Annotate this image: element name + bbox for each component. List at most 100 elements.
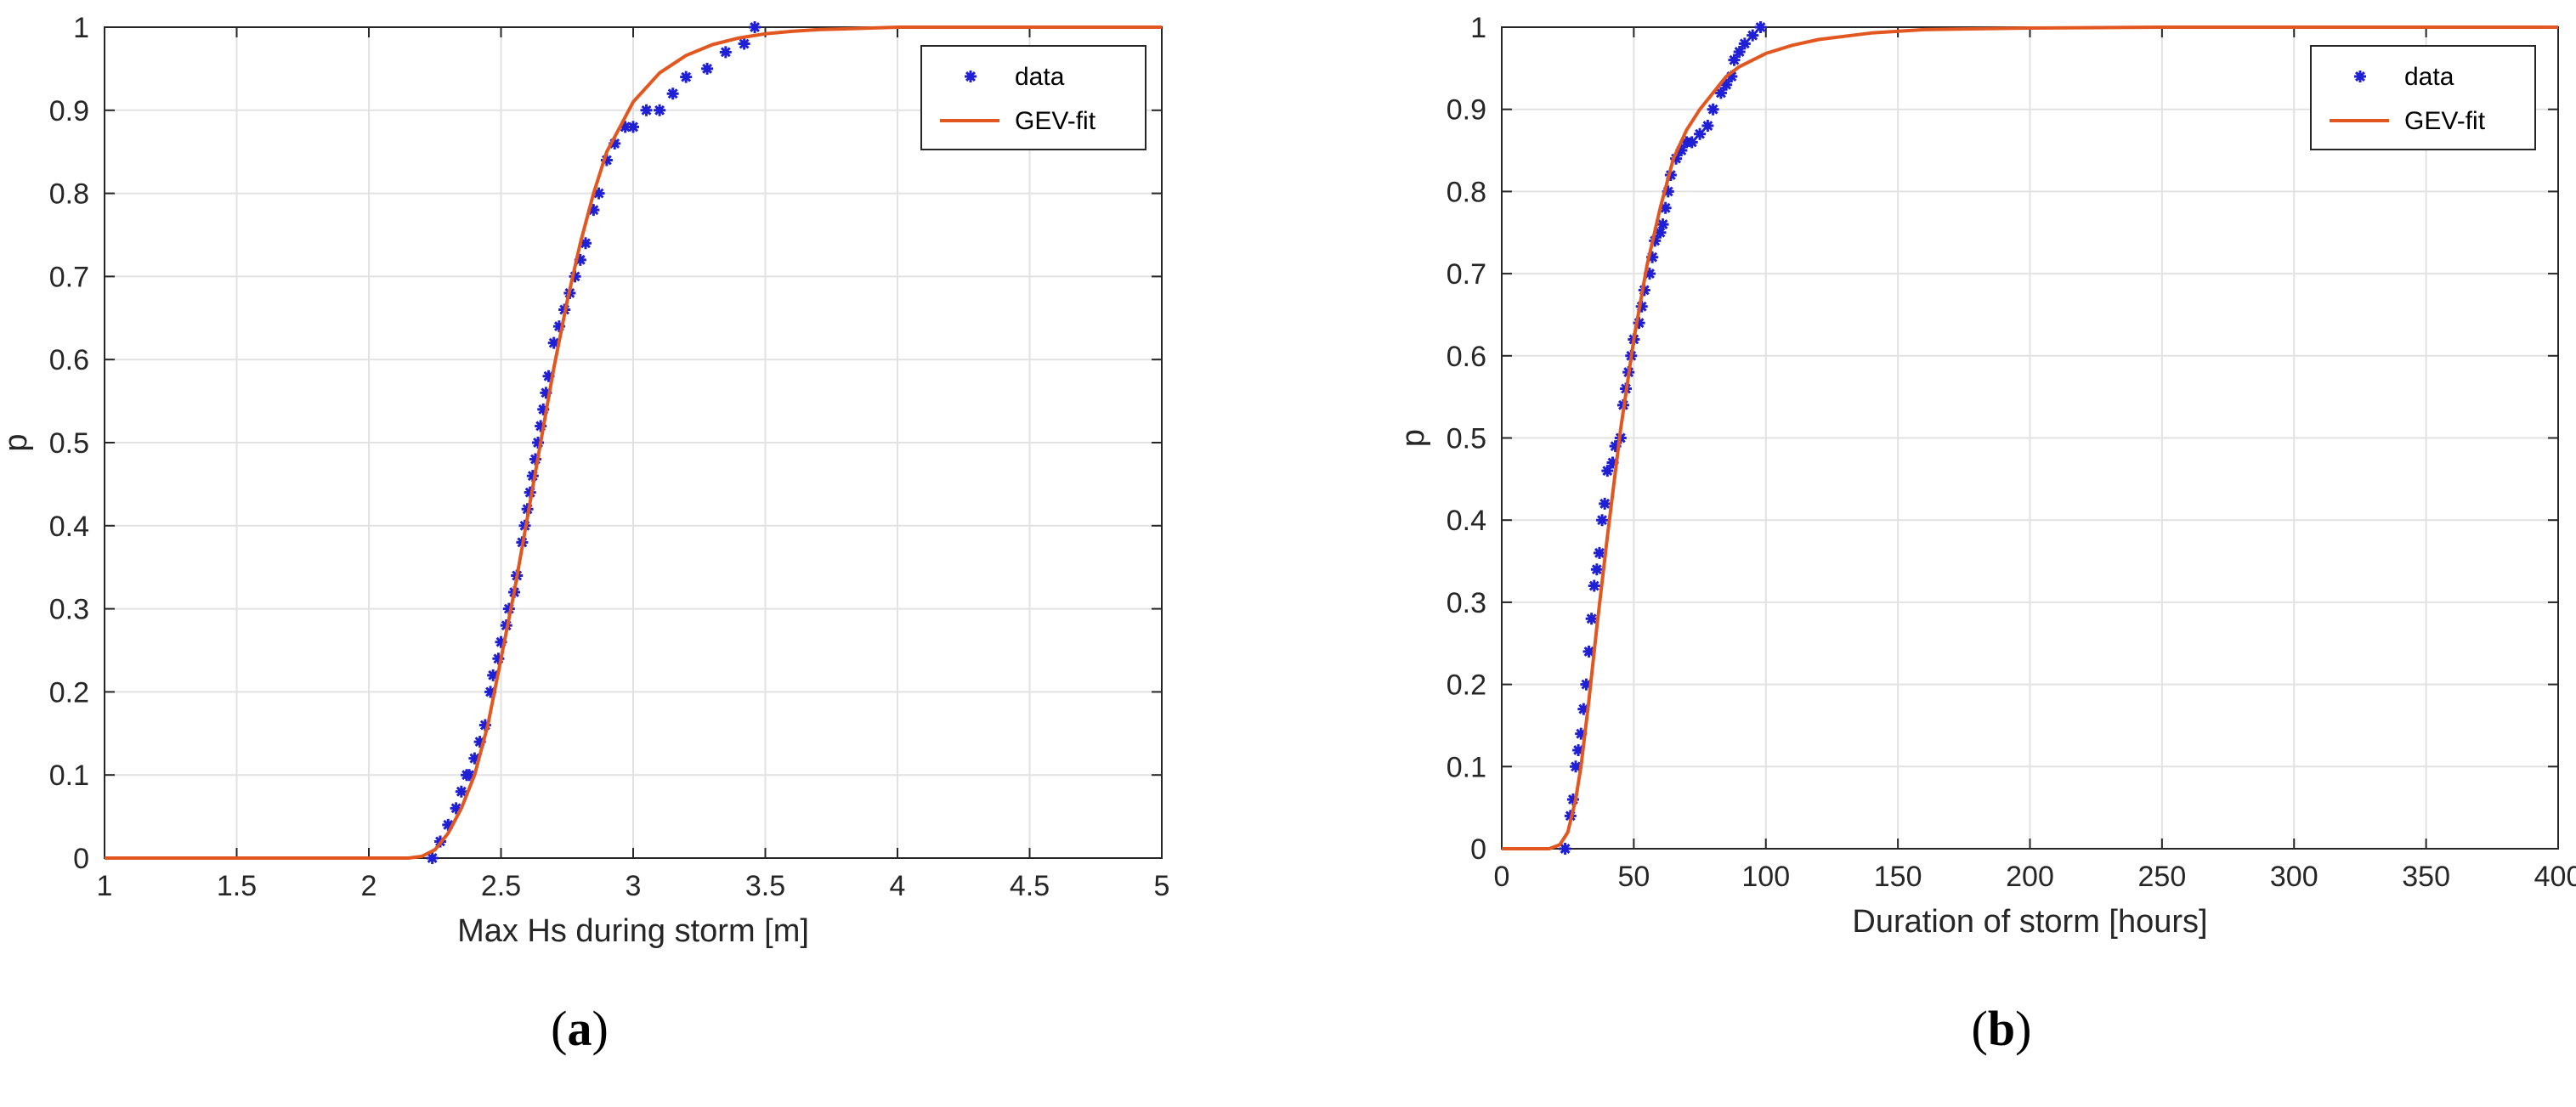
data-point: [529, 453, 541, 466]
legend-fit-label: GEV-fit: [1015, 107, 1096, 135]
data-point: [600, 154, 613, 167]
legend-box: [920, 45, 1146, 150]
x-tick-label: 350: [2402, 861, 2450, 893]
y-tick-label: 0.3: [1447, 587, 1486, 619]
data-point: [547, 336, 560, 349]
data-point: [478, 719, 491, 731]
data-point: [495, 635, 507, 648]
x-tick-label: 1.5: [217, 870, 257, 902]
data-point: [1601, 465, 1614, 477]
x-tick-label: 50: [1617, 861, 1650, 893]
data-point: [1720, 78, 1733, 91]
data-point: [738, 37, 750, 50]
data-point: [1654, 226, 1667, 239]
x-tick-label: 5: [1154, 870, 1170, 902]
legend-data-marker: [2354, 71, 2366, 82]
data-point: [1670, 152, 1683, 165]
data-point: [749, 21, 761, 33]
x-tick-label: 3: [626, 870, 642, 902]
legend-data-label: data: [2404, 63, 2454, 91]
chart-panel-b: 0 50 100 150 200 250 300 350 400 0 0.1 0.2 0.3 0.4 0.5…: [1396, 12, 2576, 1056]
y-tick-label: 0.7: [1447, 258, 1486, 291]
legend: data GEV-fit: [2310, 45, 2536, 150]
data-point: [1590, 563, 1603, 576]
data-point: [640, 104, 653, 116]
data-point: [1675, 144, 1688, 157]
x-tick-label: 300: [2270, 861, 2318, 893]
y-tick-label: 1: [1470, 12, 1486, 44]
data-point: [1593, 546, 1605, 559]
y-tick-label: 0.8: [49, 178, 89, 211]
data-point: [1599, 497, 1611, 510]
y-tick-label: 0.1: [49, 760, 89, 792]
data-point: [1733, 46, 1746, 59]
data-point: [1701, 120, 1714, 133]
data-point: [1575, 727, 1588, 740]
data-point: [627, 121, 639, 133]
data-point: [1728, 54, 1741, 66]
data-point: [532, 437, 545, 449]
y-tick-label: 0.9: [1447, 94, 1486, 127]
data-point: [535, 420, 547, 432]
y-axis-label: p: [1396, 429, 1431, 447]
x-tick-label: 0: [1494, 861, 1510, 893]
data-point: [473, 736, 486, 748]
data-point: [1577, 703, 1590, 715]
data-point: [484, 686, 497, 698]
x-tick-label: 400: [2534, 861, 2576, 893]
data-point: [1649, 234, 1662, 247]
data-point: [1559, 843, 1571, 855]
gev-fit-line: [1502, 25, 2558, 850]
data-point: [580, 237, 592, 250]
data-point: [1609, 440, 1622, 453]
data-point: [1596, 514, 1609, 527]
panel-label: (b): [1972, 1001, 2032, 1056]
x-tick-label: 4.5: [1010, 870, 1050, 902]
data-point: [1659, 201, 1672, 214]
data-point: [574, 253, 586, 266]
data-point: [619, 121, 631, 133]
data-point: [666, 88, 679, 100]
y-tick-label: 0: [73, 843, 89, 875]
legend-box: [2310, 45, 2536, 150]
data-point: [1747, 29, 1759, 42]
data-point: [680, 71, 693, 83]
panel-label: (a): [551, 1001, 609, 1056]
data-point: [1646, 251, 1659, 263]
data-point: [569, 270, 581, 283]
data-point: [1714, 87, 1727, 99]
data-point: [1662, 185, 1674, 198]
y-tick-label: 0.5: [1447, 423, 1486, 455]
data-point: [1606, 456, 1619, 469]
y-axis-label: p: [0, 433, 34, 451]
y-tick-label: 0.7: [49, 261, 89, 293]
data-point: [537, 403, 550, 415]
x-tick-label: 2: [361, 870, 377, 902]
chart-panel-a: 1 1.5 2 2.5 3 3.5 4 4.5 5 0 0.1 0.2 0.3 0.4 0.5 0.6 0.7 0…: [0, 12, 1169, 1056]
y-tick-label: 0.2: [49, 676, 89, 709]
y-tick-label: 0.5: [49, 427, 89, 460]
data-point: [1644, 268, 1656, 280]
data-point: [502, 602, 515, 615]
y-tick-label: 0.8: [1447, 176, 1486, 208]
data-point: [654, 104, 666, 116]
data-point: [1570, 760, 1582, 773]
gev-fit-line: [105, 25, 1162, 860]
data-point: [1754, 21, 1767, 33]
data-point: [540, 387, 552, 399]
x-axis-label: Duration of storm [hours]: [1852, 904, 2207, 940]
data-point: [719, 46, 732, 59]
y-tick-label: 0.6: [1447, 341, 1486, 373]
data-point: [1582, 645, 1595, 658]
x-tick-label: 200: [2006, 861, 2054, 893]
data-point: [587, 204, 600, 217]
data-point: [1707, 103, 1719, 116]
data-point: [552, 320, 565, 333]
y-tick-label: 0.2: [1447, 669, 1486, 702]
y-tick-label: 0.4: [1447, 505, 1486, 537]
data-point: [1566, 793, 1579, 805]
data-point: [426, 852, 439, 864]
legend-data-marker: [965, 71, 977, 82]
